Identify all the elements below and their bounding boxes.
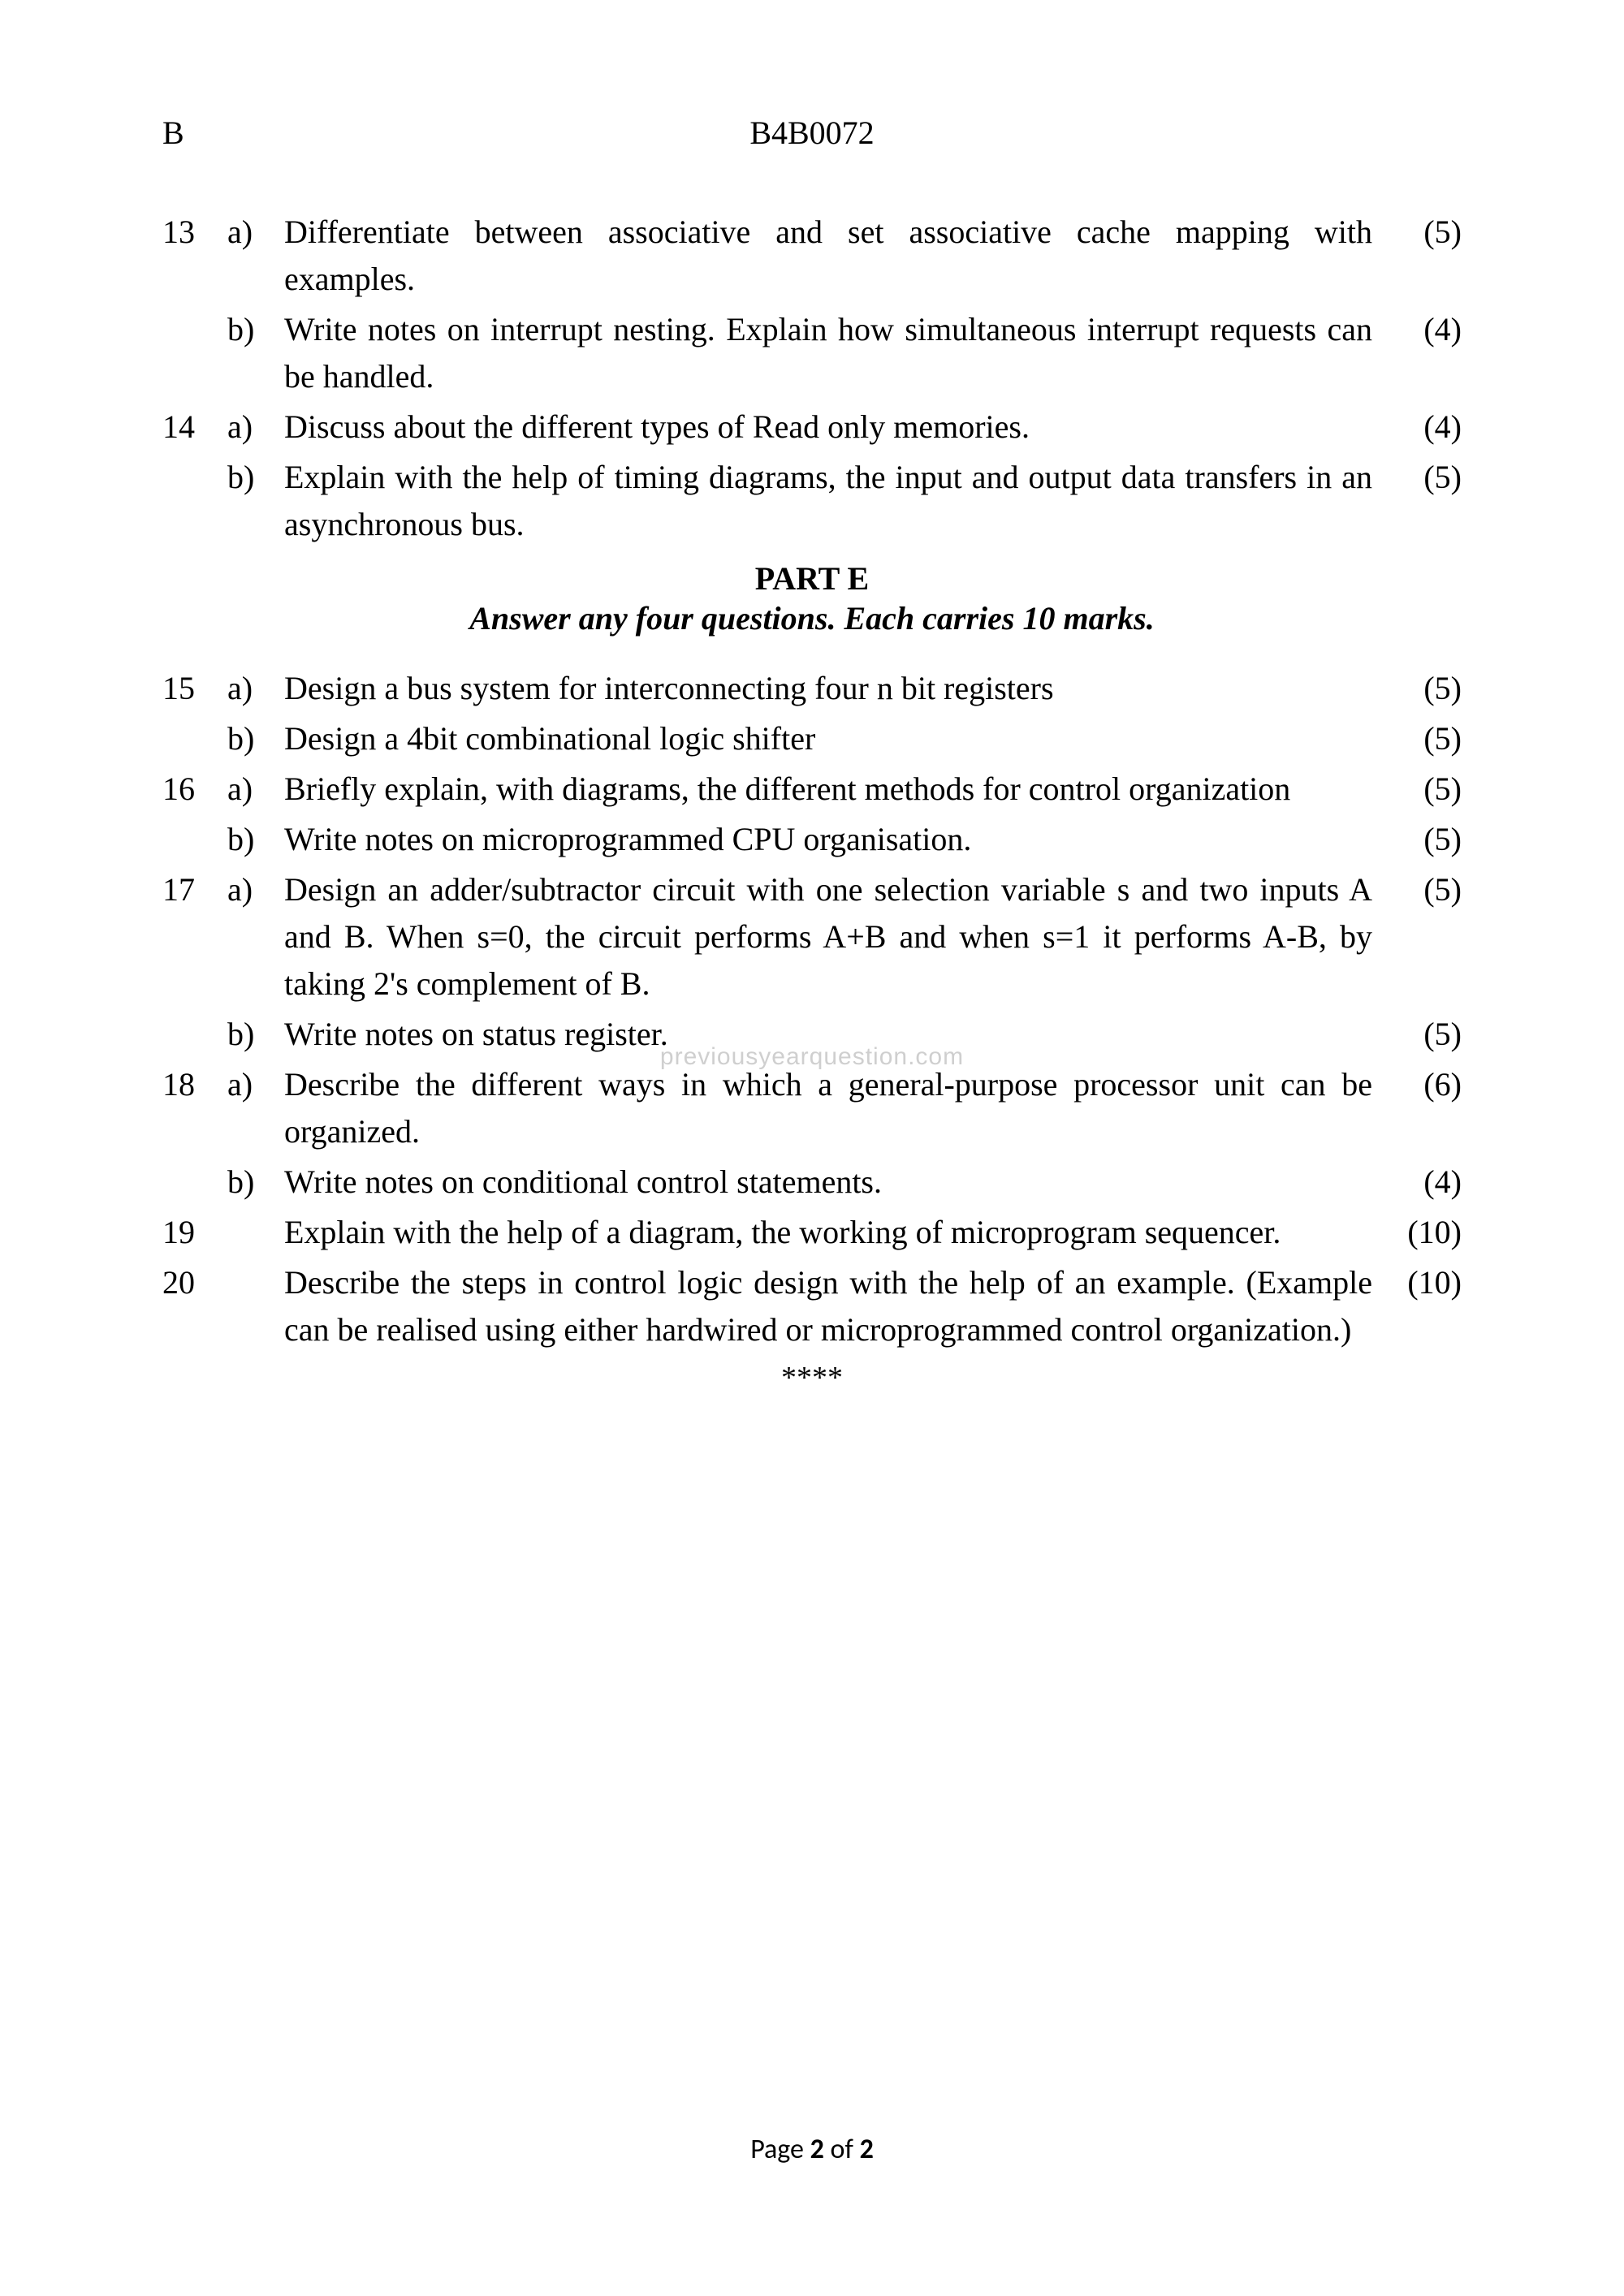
question-text: Write notes on microprogrammed CPU organ… (284, 816, 1380, 863)
question-marks: (4) (1380, 1159, 1462, 1206)
question-text: Explain with the help of timing diagrams… (284, 454, 1380, 548)
question-subpart: b) (227, 1159, 284, 1206)
question-row: 20 Describe the steps in control logic d… (162, 1259, 1462, 1353)
question-subpart: b) (227, 306, 284, 353)
question-number: 16 (162, 766, 227, 813)
question-row: b) Write notes on status register. (5) (162, 1011, 1462, 1058)
question-subpart: b) (227, 1011, 284, 1058)
question-marks: (4) (1380, 404, 1462, 451)
end-marker: **** (162, 1360, 1462, 1396)
question-text: Design a bus system for interconnecting … (284, 665, 1380, 712)
exam-page: B B4B0072 13 a) Differentiate between as… (0, 0, 1624, 2296)
question-text: Design an adder/subtractor circuit with … (284, 866, 1380, 1008)
question-text: Write notes on interrupt nesting. Explai… (284, 306, 1380, 400)
question-marks: (5) (1380, 454, 1462, 501)
question-row: 14 a) Discuss about the different types … (162, 404, 1462, 451)
question-text: Explain with the help of a diagram, the … (284, 1209, 1380, 1256)
question-text: Briefly explain, with diagrams, the diff… (284, 766, 1380, 813)
question-subpart: a) (227, 766, 284, 813)
question-subpart: a) (227, 209, 284, 256)
page-footer: Page 2 of 2 (0, 2133, 1624, 2166)
question-row: 16 a) Briefly explain, with diagrams, th… (162, 766, 1462, 813)
header-code-center: B4B0072 (260, 114, 1364, 152)
question-number: 14 (162, 404, 227, 451)
question-row: 19 Explain with the help of a diagram, t… (162, 1209, 1462, 1256)
header-code-left: B (162, 114, 260, 152)
question-subpart: a) (227, 1061, 284, 1108)
question-text: Write notes on status register. (284, 1011, 1380, 1058)
question-row: b) Explain with the help of timing diagr… (162, 454, 1462, 548)
question-subpart: a) (227, 404, 284, 451)
question-text: Design a 4bit combinational logic shifte… (284, 715, 1380, 762)
question-row: 15 a) Design a bus system for interconne… (162, 665, 1462, 712)
page-header: B B4B0072 (162, 114, 1462, 152)
question-number: 15 (162, 665, 227, 712)
question-row: 17 a) Design an adder/subtractor circuit… (162, 866, 1462, 1008)
question-subpart: a) (227, 866, 284, 913)
question-marks: (4) (1380, 306, 1462, 353)
question-number: 19 (162, 1209, 227, 1256)
footer-middle: of (824, 2133, 860, 2166)
question-subpart: b) (227, 454, 284, 501)
question-row: b) Write notes on conditional control st… (162, 1159, 1462, 1206)
footer-page-total: 2 (860, 2133, 874, 2166)
question-subpart: b) (227, 816, 284, 863)
question-row: b) Write notes on interrupt nesting. Exp… (162, 306, 1462, 400)
part-e-title: PART E (162, 559, 1462, 598)
question-marks: (5) (1380, 715, 1462, 762)
footer-page-current: 2 (810, 2133, 824, 2166)
question-row: b) Write notes on microprogrammed CPU or… (162, 816, 1462, 863)
question-text: Differentiate between associative and se… (284, 209, 1380, 303)
question-text: Describe the steps in control logic desi… (284, 1259, 1380, 1353)
question-row: 13 a) Differentiate between associative … (162, 209, 1462, 303)
question-marks: (10) (1380, 1209, 1462, 1256)
question-number: 13 (162, 209, 227, 256)
part-e-instruction: Answer any four questions. Each carries … (162, 599, 1462, 637)
question-number: 20 (162, 1259, 227, 1306)
question-marks: (5) (1380, 209, 1462, 256)
question-text: Describe the different ways in which a g… (284, 1061, 1380, 1155)
question-marks: (6) (1380, 1061, 1462, 1108)
question-marks: (5) (1380, 1011, 1462, 1058)
question-row: 18 a) Describe the different ways in whi… (162, 1061, 1462, 1155)
question-marks: (5) (1380, 766, 1462, 813)
question-marks: (5) (1380, 665, 1462, 712)
question-number: 17 (162, 866, 227, 913)
question-subpart: b) (227, 715, 284, 762)
footer-prefix: Page (750, 2133, 810, 2166)
question-marks: (10) (1380, 1259, 1462, 1306)
question-text: Write notes on conditional control state… (284, 1159, 1380, 1206)
question-marks: (5) (1380, 866, 1462, 913)
question-number: 18 (162, 1061, 227, 1108)
question-marks: (5) (1380, 816, 1462, 863)
question-row: b) Design a 4bit combinational logic shi… (162, 715, 1462, 762)
question-subpart: a) (227, 665, 284, 712)
question-text: Discuss about the different types of Rea… (284, 404, 1380, 451)
